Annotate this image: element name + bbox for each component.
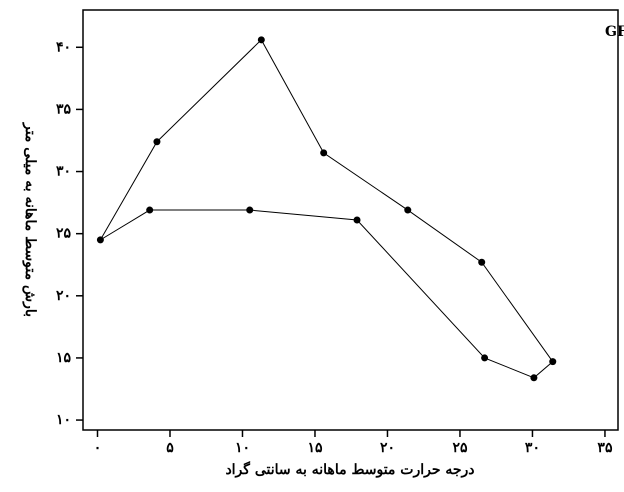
point xyxy=(96,236,104,244)
chart-title: شبیه سازی مدل GFDL xyxy=(605,24,624,40)
point xyxy=(549,358,557,366)
y-tick-label: ۳۰ xyxy=(56,164,71,180)
point xyxy=(146,206,154,214)
point xyxy=(481,354,489,362)
x-tick-label: ۰ xyxy=(94,440,102,456)
x-tick-label: ۱۵ xyxy=(307,440,323,456)
x-axis-label: درجه حرارت متوسط ماهانه به سانتی گراد xyxy=(225,461,474,478)
point xyxy=(530,374,538,382)
x-tick-label: ۱۰ xyxy=(235,440,250,456)
point xyxy=(153,138,161,146)
point xyxy=(478,258,486,266)
point xyxy=(353,216,361,224)
x-tick-label: ۳۰ xyxy=(525,440,540,456)
y-tick-label: ۳۵ xyxy=(56,101,72,117)
point xyxy=(246,206,254,214)
x-tick-label: ۵ xyxy=(166,440,174,456)
point xyxy=(320,149,328,157)
line xyxy=(99,39,554,379)
point xyxy=(257,36,265,44)
x-tick-label: ۲۰ xyxy=(380,440,395,456)
y-tick-label: ۱۰ xyxy=(56,412,71,428)
plot-frame xyxy=(82,9,619,431)
y-tick-label: ۲۵ xyxy=(56,226,72,242)
x-tick-label: ۳۵ xyxy=(597,440,613,456)
x-tick-label: ۲۵ xyxy=(452,440,468,456)
y-tick-label: ۴۰ xyxy=(56,39,71,55)
point xyxy=(404,206,412,214)
y-tick-label: ۱۵ xyxy=(56,350,72,366)
y-tick-label: ۲۰ xyxy=(56,288,71,304)
y-axis-label: بارش متوسط ماهانه به میلی متر xyxy=(22,122,38,317)
